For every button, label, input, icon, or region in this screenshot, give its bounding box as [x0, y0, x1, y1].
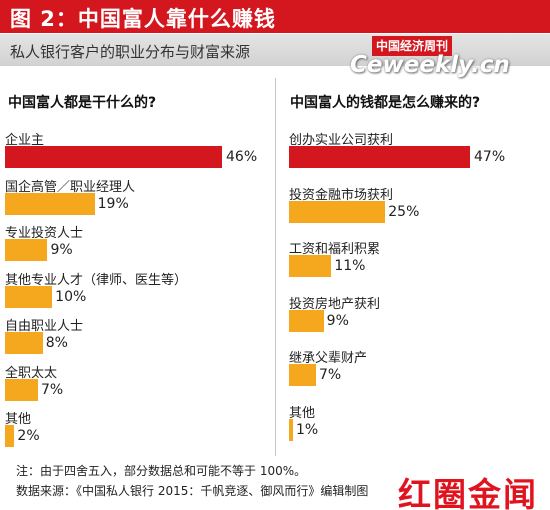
publisher-badge: 中国经济周刊	[372, 36, 453, 56]
bar-value-label: 7%	[41, 381, 64, 398]
title-bar	[0, 0, 550, 33]
bar	[5, 192, 95, 215]
site-logo	[392, 468, 550, 508]
bar	[289, 255, 332, 277]
bar-category-label: 其他专业人才（律师、医生等）	[5, 272, 188, 288]
chart-subtitle: 私人银行客户的职业分布与财富来源	[10, 43, 251, 61]
right-panel-title: 中国富人的钱都是怎么赚来的?	[290, 95, 481, 111]
bar	[5, 378, 39, 401]
bar-category-label: 自由职业人士	[5, 319, 84, 334]
chart-title: 图 2：中国富人靠什么赚钱	[10, 7, 276, 31]
bar	[289, 418, 293, 441]
bar-value-label: 46%	[226, 149, 258, 165]
subtitle-bar	[0, 34, 550, 66]
bar-value-label: 47%	[474, 149, 506, 165]
bar-value-label: 11%	[334, 258, 366, 274]
bar-category-label: 企业主	[5, 133, 45, 148]
bar	[289, 364, 316, 386]
bar-value-label: 2%	[17, 428, 40, 444]
bar	[5, 239, 48, 261]
site-logo-text: 红圈金闻	[398, 475, 538, 510]
bar-value-label: 8%	[45, 335, 68, 351]
bar-category-label: 投资房地产获利	[289, 296, 381, 312]
panel-divider	[275, 78, 276, 456]
bar-value-label: 9%	[326, 312, 349, 329]
bar	[5, 425, 15, 447]
bar	[289, 200, 386, 223]
bar	[289, 309, 324, 332]
bar-value-label: 25%	[388, 203, 420, 220]
bar	[289, 146, 470, 168]
bar-category-label: 其他	[5, 412, 32, 427]
publisher-watermark: Ceweekly.cn	[350, 52, 510, 78]
bar-category-label: 专业投资人士	[5, 226, 84, 241]
bar-value-label: 10%	[55, 288, 87, 305]
bar	[5, 285, 53, 308]
bar-category-label: 继承父辈财产	[289, 351, 368, 366]
footnote-source: 数据来源：《中国私人银行 2015：千帆竞逐、御风而行》编辑制图	[16, 484, 369, 498]
left-panel-title: 中国富人都是干什么的?	[8, 95, 157, 111]
bar-category-label: 创办实业公司获利	[289, 133, 394, 148]
bar-value-label: 9%	[50, 242, 73, 258]
bar-category-label: 其他	[289, 405, 316, 421]
bar	[5, 332, 43, 354]
bar-category-label: 国企高管／职业经理人	[5, 179, 136, 195]
bar-value-label: 7%	[318, 367, 342, 383]
bar-category-label: 工资和福利积累	[289, 242, 381, 257]
bar-value-label: 1%	[296, 421, 319, 438]
footnote-rounding: 注：由于四舍五入，部分数据总和可能不等于 100%。	[16, 464, 307, 478]
bar-value-label: 19%	[97, 195, 129, 212]
bar	[5, 146, 222, 168]
bar-category-label: 投资金融市场获利	[289, 187, 394, 203]
bar-category-label: 全职太太	[5, 365, 58, 381]
